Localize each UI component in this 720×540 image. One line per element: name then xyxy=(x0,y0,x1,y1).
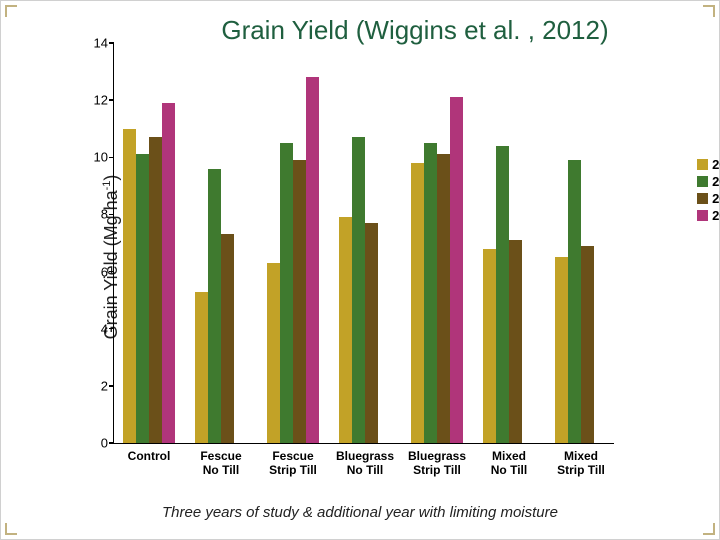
plot-region: 02468101214ControlFescueNo TillFescueStr… xyxy=(113,43,614,444)
y-tick-label: 4 xyxy=(84,321,108,336)
bar-group xyxy=(411,97,463,443)
bar xyxy=(365,223,378,443)
bar xyxy=(411,163,424,443)
bar xyxy=(306,77,319,443)
bar xyxy=(352,137,365,443)
x-tick-label: MixedNo Till xyxy=(473,449,545,478)
y-tick-label: 10 xyxy=(84,150,108,165)
corner-decoration xyxy=(5,5,17,17)
bar xyxy=(509,240,522,443)
chart-area: Grain Yield (Mg ha-1) 02468101214Control… xyxy=(41,37,681,477)
x-tick-label: FescueNo Till xyxy=(185,449,257,478)
bar xyxy=(267,263,280,443)
corner-decoration xyxy=(5,523,17,535)
legend-swatch xyxy=(697,176,708,187)
legend-swatch xyxy=(697,193,708,204)
x-tick-label: BluegrassNo Till xyxy=(329,449,401,478)
caption: Three years of study & additional year w… xyxy=(1,504,719,521)
bar xyxy=(424,143,437,443)
legend-label: 2011 xyxy=(712,208,720,223)
bar-group xyxy=(339,137,391,443)
y-tick-label: 0 xyxy=(84,436,108,451)
x-tick-label: Control xyxy=(113,449,185,463)
legend-swatch xyxy=(697,159,708,170)
legend-item: 2008 xyxy=(697,157,720,172)
bar-group xyxy=(267,77,319,443)
ylabel-sup: -1 xyxy=(101,181,113,191)
bar xyxy=(339,217,352,443)
slide: Grain Yield (Wiggins et al. , 2012) Grai… xyxy=(0,0,720,540)
bar xyxy=(149,137,162,443)
bar xyxy=(162,103,175,443)
y-tick-mark xyxy=(109,442,114,444)
y-tick-mark xyxy=(109,99,114,101)
legend-label: 2008 xyxy=(712,157,720,172)
bar xyxy=(483,249,496,443)
corner-decoration xyxy=(703,5,715,17)
x-tick-label: BluegrassStrip Till xyxy=(401,449,473,478)
bar xyxy=(450,97,463,443)
bar-group xyxy=(483,146,535,443)
y-tick-mark xyxy=(109,42,114,44)
bar xyxy=(195,292,208,443)
bar xyxy=(208,169,221,443)
legend-label: 2010 xyxy=(712,191,720,206)
bar-group xyxy=(555,160,607,443)
legend-item: 2010 xyxy=(697,191,720,206)
bar xyxy=(293,160,306,443)
legend: 2008 2009 2010 2011 xyxy=(697,157,720,225)
y-tick-mark xyxy=(109,214,114,216)
x-tick-label: MixedStrip Till xyxy=(545,449,617,478)
bar xyxy=(123,129,136,443)
y-tick-label: 8 xyxy=(84,207,108,222)
y-tick-label: 14 xyxy=(84,36,108,51)
y-tick-mark xyxy=(109,385,114,387)
y-tick-mark xyxy=(109,157,114,159)
bar xyxy=(221,234,234,443)
y-tick-mark xyxy=(109,271,114,273)
x-tick-label: FescueStrip Till xyxy=(257,449,329,478)
bar xyxy=(280,143,293,443)
bar xyxy=(581,246,594,443)
bar-group xyxy=(195,169,247,443)
legend-label: 2009 xyxy=(712,174,720,189)
legend-item: 2009 xyxy=(697,174,720,189)
y-tick-label: 12 xyxy=(84,93,108,108)
bar xyxy=(568,160,581,443)
y-tick-label: 6 xyxy=(84,264,108,279)
bar xyxy=(555,257,568,443)
bar-group xyxy=(123,103,175,443)
y-tick-label: 2 xyxy=(84,378,108,393)
legend-item: 2011 xyxy=(697,208,720,223)
bar xyxy=(437,154,450,443)
bar xyxy=(496,146,509,443)
legend-swatch xyxy=(697,210,708,221)
corner-decoration xyxy=(703,523,715,535)
y-tick-mark xyxy=(109,328,114,330)
bar xyxy=(136,154,149,443)
